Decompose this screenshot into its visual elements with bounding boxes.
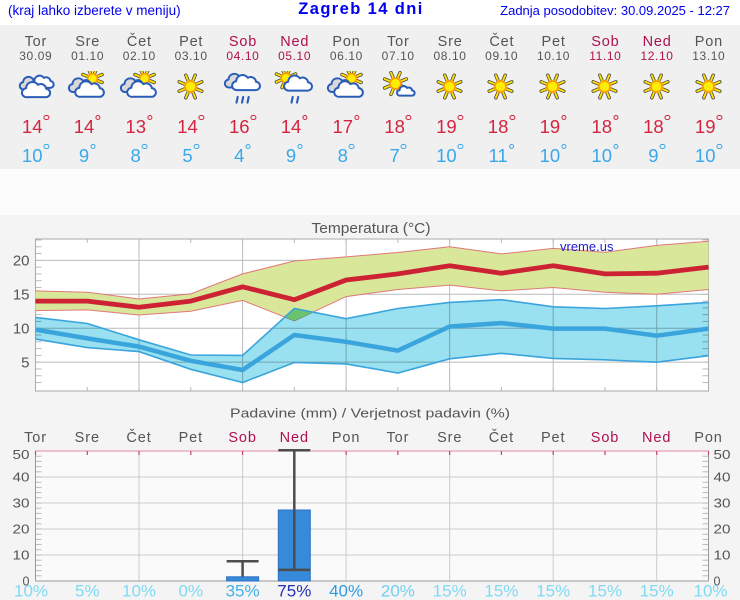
svg-text:15: 15: [13, 287, 30, 304]
svg-text:Ned: Ned: [642, 430, 671, 446]
svg-text:50: 50: [714, 448, 731, 462]
svg-text:vreme.us: vreme.us: [560, 239, 614, 254]
svg-text:0%: 0%: [179, 582, 204, 600]
svg-text:30: 30: [714, 496, 731, 510]
svg-text:10%: 10%: [14, 582, 48, 600]
svg-text:Čet: Čet: [126, 429, 151, 446]
svg-text:10: 10: [13, 321, 30, 338]
svg-text:15%: 15%: [433, 582, 467, 600]
svg-text:Čet: Čet: [489, 429, 514, 446]
svg-text:20%: 20%: [381, 582, 415, 600]
svg-text:Sob: Sob: [228, 430, 257, 446]
svg-text:20: 20: [13, 253, 30, 270]
svg-text:Pon: Pon: [332, 430, 361, 446]
svg-text:Temperatura (°C): Temperatura (°C): [312, 221, 431, 237]
svg-text:10%: 10%: [693, 582, 727, 600]
svg-text:Ned: Ned: [280, 430, 309, 446]
svg-text:20: 20: [13, 522, 30, 536]
svg-text:0: 0: [23, 574, 30, 588]
svg-text:15%: 15%: [640, 582, 674, 600]
svg-text:40%: 40%: [329, 582, 363, 600]
svg-text:Sre: Sre: [437, 430, 462, 446]
svg-text:50: 50: [13, 448, 30, 462]
svg-text:Tor: Tor: [386, 430, 409, 446]
svg-text:5: 5: [21, 354, 29, 371]
svg-text:20: 20: [714, 522, 731, 536]
svg-text:40: 40: [13, 470, 30, 484]
svg-text:Tor: Tor: [24, 430, 47, 446]
svg-text:30: 30: [13, 496, 30, 510]
svg-text:Sob: Sob: [591, 430, 620, 446]
svg-text:Pon: Pon: [694, 430, 723, 446]
svg-text:75%: 75%: [277, 582, 311, 600]
svg-text:Sre: Sre: [75, 430, 100, 446]
svg-text:15%: 15%: [484, 582, 518, 600]
svg-text:15%: 15%: [536, 582, 570, 600]
svg-text:15%: 15%: [588, 582, 622, 600]
svg-text:10: 10: [13, 548, 30, 562]
svg-text:10%: 10%: [122, 582, 156, 600]
svg-text:5%: 5%: [75, 582, 100, 600]
svg-text:10: 10: [714, 548, 731, 562]
svg-text:40: 40: [714, 470, 731, 484]
svg-text:35%: 35%: [226, 582, 260, 600]
svg-text:Pet: Pet: [541, 430, 565, 446]
svg-text:0: 0: [714, 574, 721, 588]
svg-text:Padavine (mm) / Verjetnost pad: Padavine (mm) / Verjetnost padavin (%): [230, 405, 510, 420]
svg-text:Pet: Pet: [179, 430, 203, 446]
